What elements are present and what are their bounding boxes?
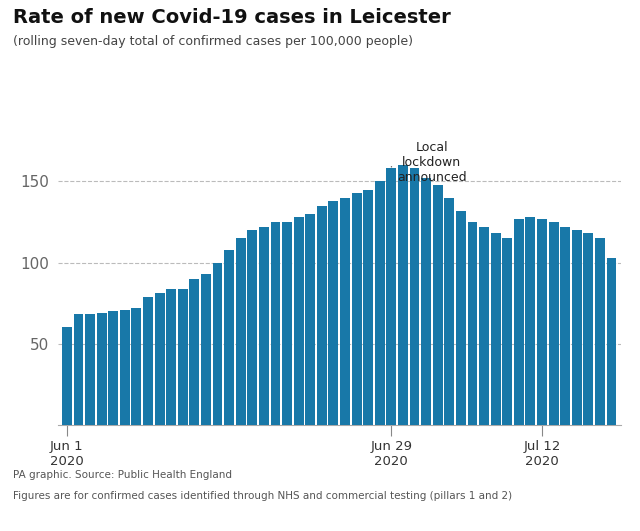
Bar [584,233,593,425]
Text: Local
lockdown
announced: Local lockdown announced [391,141,467,184]
Bar [212,262,223,425]
Bar [502,238,512,425]
Bar [271,222,280,425]
Bar [178,288,188,425]
Bar [351,193,362,425]
Bar [328,201,339,425]
Bar [259,227,269,425]
Bar [97,313,107,425]
Bar [108,311,118,425]
Bar [514,219,524,425]
Bar [236,238,246,425]
Bar [595,238,605,425]
Bar [317,205,327,425]
Bar [387,168,396,425]
Bar [375,182,385,425]
Bar [525,217,535,425]
Bar [572,230,582,425]
Bar [294,217,303,425]
Bar [120,310,130,425]
Bar [468,222,477,425]
Bar [189,279,199,425]
Bar [340,198,350,425]
Bar [85,314,95,425]
Bar [305,214,315,425]
Bar [398,165,408,425]
Bar [364,190,373,425]
Bar [155,293,164,425]
Bar [224,250,234,425]
Bar [166,288,176,425]
Bar [537,219,547,425]
Bar [131,308,141,425]
Bar [410,168,419,425]
Bar [62,328,72,425]
Bar [143,297,153,425]
Bar [201,274,211,425]
Bar [444,198,454,425]
Text: Rate of new Covid-19 cases in Leicester: Rate of new Covid-19 cases in Leicester [13,8,451,27]
Bar [282,222,292,425]
Text: Figures are for confirmed cases identified through NHS and commercial testing (p: Figures are for confirmed cases identifi… [13,491,512,501]
Bar [433,185,443,425]
Text: PA graphic. Source: Public Health England: PA graphic. Source: Public Health Englan… [13,470,232,480]
Bar [456,211,466,425]
Bar [548,222,559,425]
Bar [491,233,500,425]
Bar [74,314,83,425]
Bar [248,230,257,425]
Bar [607,258,616,425]
Bar [479,227,489,425]
Bar [560,227,570,425]
Text: (rolling seven-day total of confirmed cases per 100,000 people): (rolling seven-day total of confirmed ca… [13,35,413,47]
Bar [421,178,431,425]
